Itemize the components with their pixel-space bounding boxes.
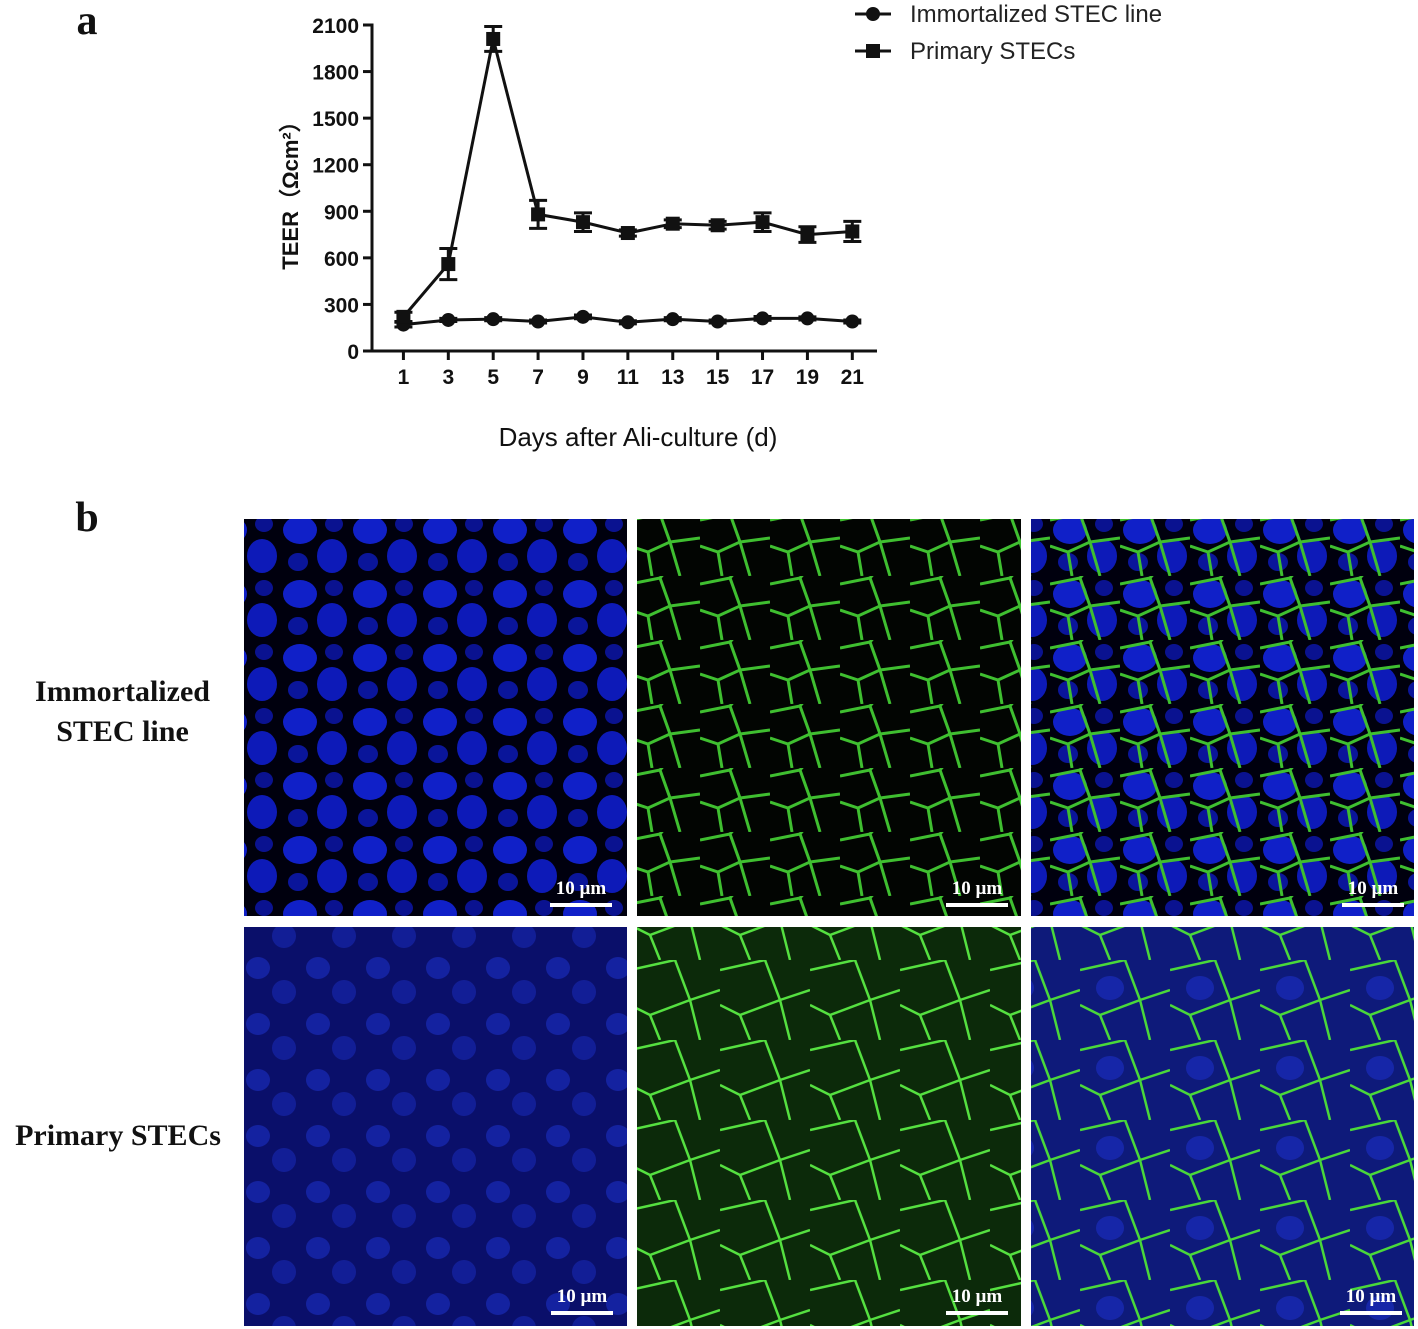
marker bbox=[755, 215, 770, 230]
x-tick-label: 17 bbox=[751, 366, 774, 389]
y-tick-label: 1500 bbox=[312, 108, 359, 131]
y-tick-label: 1200 bbox=[312, 155, 359, 178]
marker bbox=[575, 215, 590, 230]
panel-label: b bbox=[75, 495, 98, 541]
marker bbox=[620, 315, 635, 330]
marker bbox=[755, 311, 770, 326]
x-tick-label: 5 bbox=[487, 366, 499, 389]
marker bbox=[441, 312, 456, 327]
marker bbox=[845, 224, 860, 239]
marker bbox=[396, 309, 411, 324]
x-tick-label: 9 bbox=[577, 366, 589, 389]
x-tick-label: 7 bbox=[532, 366, 544, 389]
marker bbox=[531, 314, 546, 329]
marker bbox=[575, 309, 590, 324]
micrograph-green bbox=[637, 519, 1021, 916]
micrograph-dapi bbox=[244, 519, 627, 916]
marker bbox=[665, 216, 680, 231]
row-label: Immortalized STEC line bbox=[35, 675, 210, 748]
marker bbox=[845, 314, 860, 329]
scale-label: 10 µm bbox=[1348, 878, 1399, 899]
scale-label: 10 µm bbox=[952, 878, 1003, 899]
x-tick-label: 21 bbox=[841, 366, 865, 389]
marker bbox=[665, 312, 680, 327]
legend-label: Primary STECs bbox=[910, 38, 1075, 65]
y-tick-label: 600 bbox=[324, 248, 359, 271]
x-tick-label: 11 bbox=[617, 366, 640, 389]
marker bbox=[800, 311, 815, 326]
y-tick-label: 1800 bbox=[312, 62, 359, 85]
y-tick-label: 300 bbox=[324, 294, 359, 317]
x-tick-label: 19 bbox=[796, 366, 819, 389]
legend-marker bbox=[866, 44, 880, 58]
micrograph-merge bbox=[1031, 927, 1414, 1326]
marker bbox=[710, 218, 725, 233]
marker bbox=[800, 227, 815, 242]
scale-label: 10 µm bbox=[952, 1286, 1003, 1307]
marker bbox=[531, 207, 546, 222]
marker bbox=[710, 314, 725, 329]
y-axis-label: TEER（Ωcm²） bbox=[278, 110, 303, 269]
y-tick-label: 2100 bbox=[312, 15, 359, 38]
x-tick-label: 15 bbox=[706, 366, 730, 389]
scale-label: 10 µm bbox=[1346, 1286, 1397, 1307]
x-tick-label: 3 bbox=[442, 366, 454, 389]
scale-label: 10 µm bbox=[556, 878, 607, 899]
x-tick-label: 13 bbox=[661, 366, 684, 389]
panel-label: a bbox=[77, 0, 98, 44]
micrograph-green bbox=[637, 927, 1021, 1326]
y-tick-label: 0 bbox=[347, 341, 359, 364]
legend-label: Immortalized STEC line bbox=[910, 1, 1162, 28]
marker bbox=[486, 312, 501, 327]
x-axis-label: Days after Ali-culture (d) bbox=[499, 422, 778, 452]
micrograph-merge bbox=[1031, 519, 1414, 916]
x-tick-label: 1 bbox=[398, 366, 410, 389]
scale-label: 10 µm bbox=[557, 1286, 608, 1307]
line-chart: Days after Ali-culture (d) TEER（Ωcm²） 0 3… bbox=[278, 1, 1162, 452]
micrograph-dapi bbox=[244, 927, 627, 1326]
marker bbox=[441, 257, 456, 272]
marker bbox=[620, 226, 635, 241]
scale-bars: 10 µm 10 µm 10 µm 10 µm 10 µm 10 µm bbox=[550, 878, 1404, 1315]
marker bbox=[486, 31, 501, 46]
legend-marker bbox=[866, 7, 880, 21]
row-label: Primary STECs bbox=[15, 1119, 221, 1152]
y-tick-label: 900 bbox=[324, 201, 359, 224]
series-line bbox=[402, 38, 853, 318]
